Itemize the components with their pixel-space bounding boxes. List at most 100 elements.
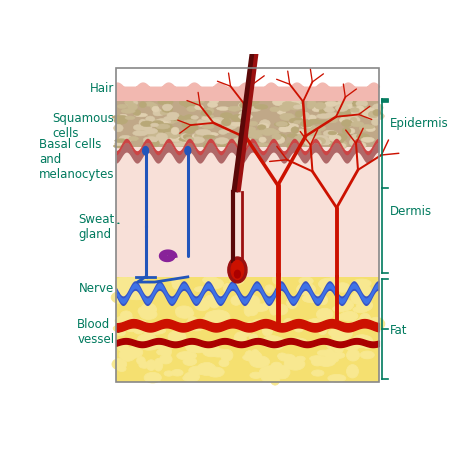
Ellipse shape — [207, 367, 224, 377]
Ellipse shape — [172, 370, 183, 376]
Ellipse shape — [258, 123, 269, 129]
Ellipse shape — [139, 102, 146, 108]
Ellipse shape — [294, 120, 303, 124]
Ellipse shape — [291, 127, 299, 133]
Ellipse shape — [306, 128, 320, 134]
Ellipse shape — [328, 277, 338, 288]
Ellipse shape — [340, 98, 353, 104]
Ellipse shape — [352, 279, 371, 287]
Ellipse shape — [194, 286, 207, 292]
Ellipse shape — [349, 139, 358, 146]
Ellipse shape — [195, 105, 203, 110]
Ellipse shape — [147, 130, 159, 137]
Ellipse shape — [372, 104, 383, 111]
Ellipse shape — [345, 102, 352, 109]
Ellipse shape — [252, 319, 270, 328]
Ellipse shape — [362, 125, 374, 129]
Ellipse shape — [333, 306, 346, 312]
Ellipse shape — [183, 134, 191, 139]
Ellipse shape — [274, 98, 283, 104]
Ellipse shape — [163, 105, 172, 111]
Ellipse shape — [197, 363, 216, 375]
Ellipse shape — [274, 304, 288, 315]
Ellipse shape — [186, 341, 202, 353]
Ellipse shape — [336, 283, 350, 292]
Ellipse shape — [319, 102, 328, 107]
Ellipse shape — [259, 124, 268, 131]
Ellipse shape — [246, 302, 259, 316]
Text: Hair: Hair — [90, 82, 114, 95]
Ellipse shape — [132, 320, 146, 334]
Ellipse shape — [321, 106, 330, 110]
Ellipse shape — [183, 339, 200, 348]
Ellipse shape — [144, 330, 155, 338]
Ellipse shape — [253, 132, 262, 139]
Ellipse shape — [125, 278, 145, 290]
Ellipse shape — [146, 360, 156, 370]
Ellipse shape — [160, 110, 168, 115]
Bar — [116, 277, 379, 383]
Ellipse shape — [151, 104, 158, 110]
Ellipse shape — [164, 116, 178, 120]
Ellipse shape — [207, 278, 224, 289]
Ellipse shape — [186, 319, 196, 331]
Ellipse shape — [337, 299, 354, 311]
Ellipse shape — [319, 108, 326, 114]
Text: Fat: Fat — [390, 324, 408, 337]
Ellipse shape — [357, 285, 371, 295]
Ellipse shape — [356, 302, 372, 311]
Ellipse shape — [334, 134, 347, 141]
Ellipse shape — [179, 99, 193, 106]
Ellipse shape — [143, 146, 148, 155]
Ellipse shape — [184, 372, 200, 382]
Ellipse shape — [338, 143, 346, 149]
Ellipse shape — [154, 123, 162, 128]
Ellipse shape — [203, 132, 219, 136]
Ellipse shape — [293, 105, 303, 109]
Text: Nerve: Nerve — [79, 282, 114, 295]
Ellipse shape — [169, 114, 177, 120]
Ellipse shape — [202, 316, 215, 325]
Ellipse shape — [319, 295, 328, 305]
Ellipse shape — [204, 143, 213, 147]
Ellipse shape — [302, 130, 317, 137]
Ellipse shape — [153, 110, 162, 116]
Ellipse shape — [271, 337, 285, 349]
Ellipse shape — [297, 283, 316, 295]
Ellipse shape — [244, 304, 253, 316]
Ellipse shape — [312, 137, 321, 142]
Ellipse shape — [273, 365, 283, 376]
Ellipse shape — [287, 125, 295, 129]
Ellipse shape — [273, 98, 286, 106]
Ellipse shape — [318, 325, 327, 335]
Ellipse shape — [201, 109, 208, 114]
Ellipse shape — [189, 366, 205, 375]
Ellipse shape — [317, 120, 329, 124]
Ellipse shape — [170, 133, 179, 138]
Ellipse shape — [118, 344, 128, 352]
Ellipse shape — [150, 132, 164, 138]
Ellipse shape — [206, 119, 220, 123]
Text: Dermis: Dermis — [390, 205, 432, 218]
Ellipse shape — [362, 114, 374, 118]
Ellipse shape — [222, 119, 231, 126]
Ellipse shape — [326, 339, 336, 349]
Ellipse shape — [356, 134, 369, 139]
Ellipse shape — [238, 114, 253, 119]
Ellipse shape — [328, 135, 341, 141]
Ellipse shape — [120, 317, 137, 323]
Ellipse shape — [181, 134, 191, 140]
Ellipse shape — [329, 143, 337, 147]
Ellipse shape — [373, 110, 381, 116]
Ellipse shape — [151, 123, 158, 127]
Ellipse shape — [125, 100, 138, 106]
Ellipse shape — [185, 146, 191, 155]
Ellipse shape — [360, 313, 371, 324]
Ellipse shape — [220, 113, 233, 119]
Ellipse shape — [301, 112, 310, 119]
Ellipse shape — [129, 136, 138, 141]
Ellipse shape — [122, 283, 137, 297]
Ellipse shape — [137, 125, 152, 130]
Ellipse shape — [286, 103, 298, 108]
Ellipse shape — [300, 121, 313, 127]
